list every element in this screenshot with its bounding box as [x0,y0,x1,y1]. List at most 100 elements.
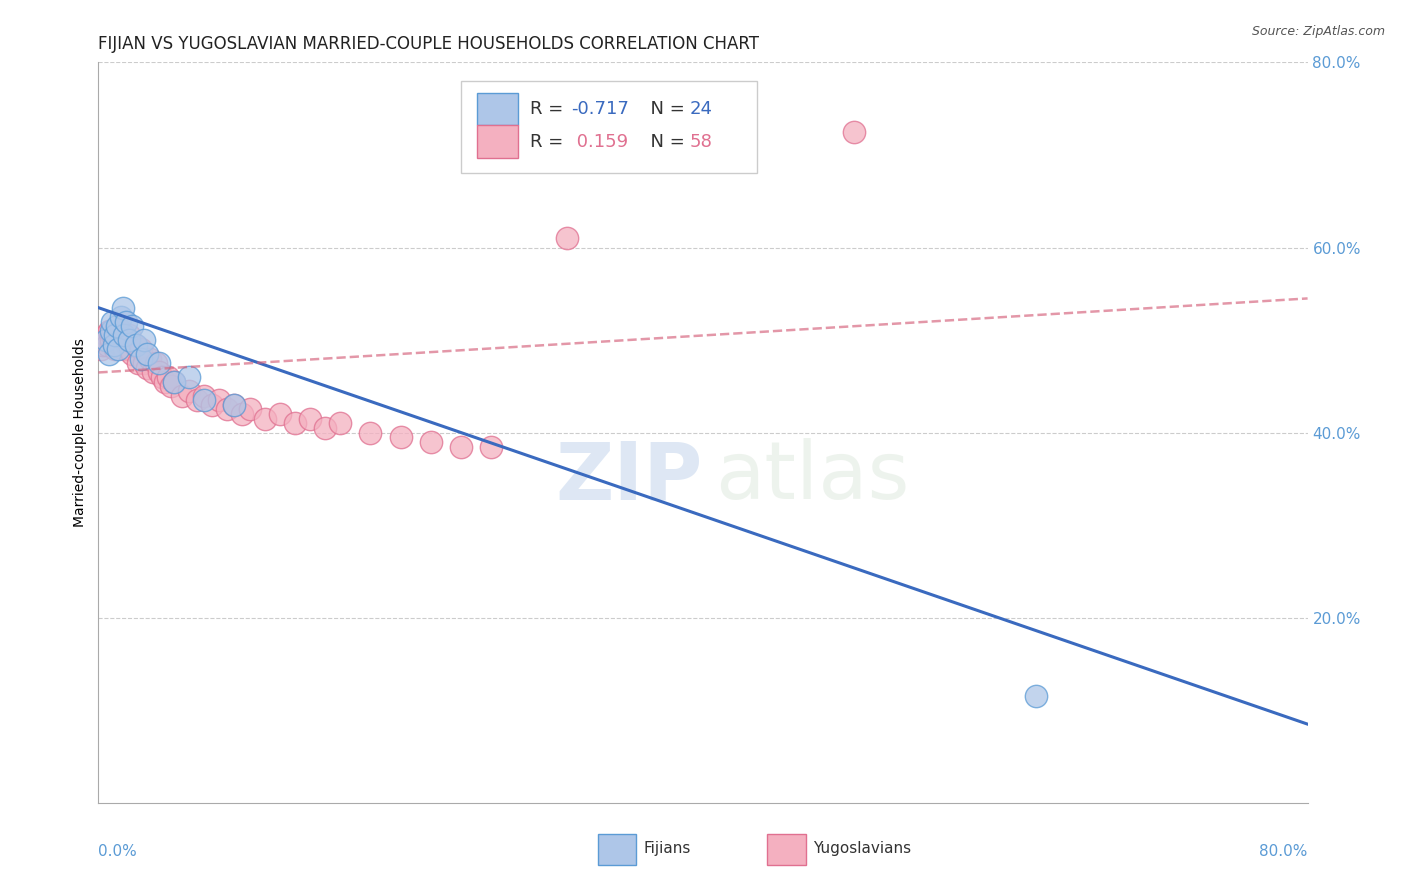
Point [142,366,165,380]
Point [110,324,132,338]
Point [139,351,162,366]
Text: -0.717: -0.717 [571,100,628,118]
Text: FIJIAN VS YUGOSLAVIAN MARRIED-COUPLE HOUSEHOLDS CORRELATION CHART: FIJIAN VS YUGOSLAVIAN MARRIED-COUPLE HOU… [98,35,759,53]
Point [104,343,127,357]
Point [124,337,146,351]
Point [150,370,173,384]
Point [420,434,443,449]
Point [90,343,112,357]
Point [360,425,382,440]
Point [145,356,167,370]
Text: ZIP: ZIP [555,438,703,516]
Point [103,337,125,351]
Text: N =: N = [638,100,690,118]
Point [170,388,193,402]
Point [389,430,412,444]
Point [156,370,179,384]
Point [101,328,124,343]
Point [110,310,132,324]
Text: Yugoslavians: Yugoslavians [813,841,911,856]
Text: 58: 58 [690,133,713,151]
Text: 24: 24 [690,100,713,118]
Point [94,328,117,343]
Point [450,440,472,454]
Point [253,411,276,425]
Text: 0.159: 0.159 [571,133,628,151]
Point [555,231,578,245]
Point [148,356,170,370]
Point [120,343,142,357]
Text: 80.0%: 80.0% [1260,844,1308,858]
Point [224,398,246,412]
Text: N =: N = [638,133,690,151]
Point [132,356,155,370]
Point [103,337,125,351]
Point [163,375,186,389]
Point [105,319,128,334]
Point [153,375,176,389]
Point [118,333,141,347]
Point [844,125,866,139]
Text: Source: ZipAtlas.com: Source: ZipAtlas.com [1251,25,1385,38]
Text: 0.0%: 0.0% [98,844,138,858]
Point [135,360,157,375]
Point [93,333,115,347]
Point [314,421,336,435]
Text: Fijians: Fijians [644,841,692,856]
Point [129,351,152,366]
Text: R =: R = [530,100,569,118]
Y-axis label: Married-couple Households: Married-couple Households [73,338,87,527]
Point [179,384,201,398]
Point [100,324,122,338]
Point [125,337,148,351]
Text: atlas: atlas [716,438,910,516]
Point [231,407,253,421]
Point [111,328,134,343]
Point [107,343,129,357]
Point [111,301,134,315]
Point [98,347,121,361]
Point [114,333,136,347]
Point [208,393,231,408]
FancyBboxPatch shape [598,834,637,865]
Point [112,328,135,343]
Point [186,393,208,408]
Point [98,324,121,338]
Point [115,337,138,351]
Point [108,337,131,351]
Point [94,333,117,347]
Point [163,375,186,389]
Point [100,333,122,347]
Point [269,407,291,421]
Point [193,388,215,402]
Point [104,328,127,343]
Point [193,393,215,408]
Point [329,417,352,431]
Point [114,314,136,328]
Point [299,411,322,425]
Point [121,319,143,334]
Point [481,440,503,454]
Point [224,398,246,412]
Point [129,343,152,357]
Point [132,333,155,347]
FancyBboxPatch shape [768,834,806,865]
Point [127,356,149,370]
Point [284,417,307,431]
Point [96,337,118,351]
Point [201,398,224,412]
Point [239,402,262,417]
Point [148,366,170,380]
Point [112,343,135,357]
Point [215,402,238,417]
Point [101,314,124,328]
Text: R =: R = [530,133,569,151]
Point [1024,690,1046,704]
Point [121,347,143,361]
Point [135,347,157,361]
Point [107,333,129,347]
Point [91,337,114,351]
FancyBboxPatch shape [477,126,517,158]
Point [105,328,128,343]
FancyBboxPatch shape [477,93,517,126]
